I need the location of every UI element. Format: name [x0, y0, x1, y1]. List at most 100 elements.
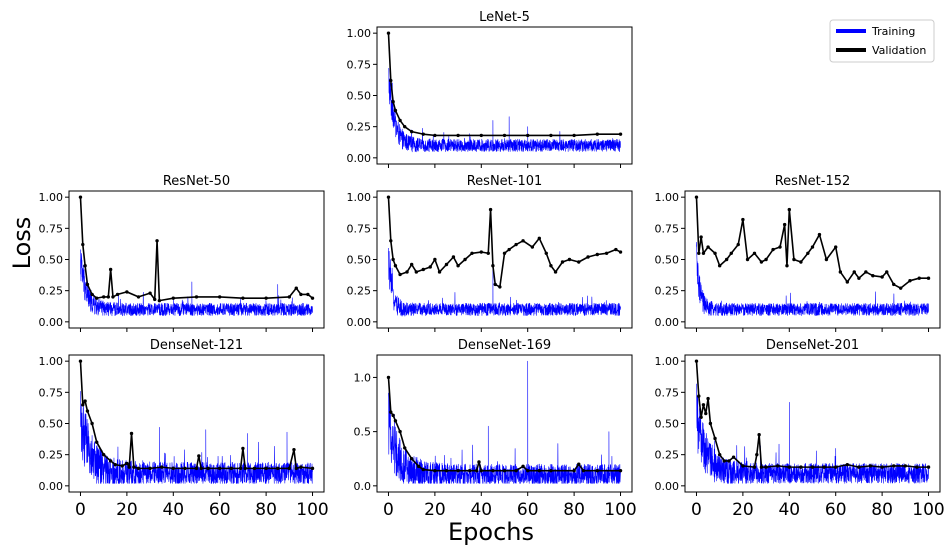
validation-point	[456, 468, 460, 473]
validation-point	[206, 466, 210, 471]
validation-point	[120, 464, 124, 468]
validation-point	[159, 465, 164, 469]
x-tick-label: 0	[75, 500, 86, 520]
validation-point	[845, 280, 850, 284]
x-tick-label: 80	[871, 500, 893, 520]
series-validation-resnet-152	[695, 197, 929, 289]
validation-point	[782, 222, 787, 227]
validation-point	[706, 396, 710, 401]
validation-point	[78, 359, 83, 363]
validation-point	[926, 465, 931, 469]
subplot-resnet-50: ResNet-50 0.00 0.25 0.50 0.75 1.00	[39, 174, 325, 332]
validation-point	[229, 466, 234, 471]
validation-point	[197, 454, 201, 458]
validation-point	[908, 278, 912, 283]
validation-point	[852, 270, 856, 274]
validation-point	[618, 132, 623, 136]
validation-point	[474, 468, 479, 473]
y-axis-label: Loss	[8, 217, 36, 270]
validation-point	[871, 274, 875, 278]
validation-point	[799, 260, 803, 264]
validation-point	[736, 242, 740, 247]
validation-point	[252, 466, 257, 471]
validation-point	[806, 251, 810, 255]
validation-point	[108, 459, 113, 463]
y-tick-label: 0.75	[655, 222, 680, 235]
validation-point	[310, 466, 315, 471]
subplot-title-lenet-5: LeNet-5	[479, 10, 530, 25]
validation-point	[618, 468, 623, 473]
validation-point	[577, 260, 581, 264]
y-tick-label: 0.50	[655, 418, 680, 431]
validation-point	[521, 239, 525, 243]
validation-point	[880, 465, 884, 469]
validation-point	[421, 267, 425, 272]
validation-point	[386, 31, 391, 35]
validation-point	[699, 415, 703, 419]
validation-point	[294, 286, 298, 290]
validation-point	[595, 468, 600, 473]
validation-point	[403, 124, 407, 129]
validation-point	[745, 257, 750, 262]
y-tick-label: 0.00	[39, 316, 64, 329]
validation-point	[488, 207, 493, 212]
validation-point	[713, 436, 717, 441]
validation-point	[241, 446, 245, 451]
validation-point	[194, 466, 199, 471]
validation-point	[90, 292, 94, 297]
validation-point	[498, 285, 502, 289]
validation-point	[544, 251, 548, 255]
validation-point	[713, 251, 717, 255]
y-tick-label: 0.0	[354, 480, 372, 493]
validation-point	[85, 409, 90, 413]
validation-point	[537, 236, 542, 241]
validation-point	[389, 239, 393, 243]
validation-point	[581, 468, 586, 473]
validation-point	[416, 464, 421, 469]
series-validation-resnet-101	[387, 197, 621, 288]
series-training-resnet-101	[388, 247, 621, 317]
validation-point	[759, 465, 764, 469]
validation-point	[125, 290, 129, 294]
x-tick-label: 80	[255, 500, 277, 520]
validation-point	[595, 252, 600, 257]
subplot-title-resnet-101: ResNet-101	[467, 174, 543, 189]
validation-point	[572, 468, 576, 473]
y-tick-label: 0.50	[655, 254, 680, 267]
x-tick-label: 100	[912, 500, 944, 520]
validation-point	[880, 275, 884, 279]
validation-point	[567, 257, 572, 262]
validation-point	[898, 286, 903, 290]
x-tick-label: 40	[162, 500, 184, 520]
validation-point	[792, 257, 796, 262]
validation-point	[764, 257, 768, 262]
validation-point	[433, 133, 437, 138]
validation-point	[127, 465, 131, 469]
validation-point	[697, 251, 701, 255]
validation-point	[398, 272, 402, 277]
validation-point	[752, 465, 757, 469]
subplot-title-resnet-50: ResNet-50	[163, 174, 230, 189]
series-validation-densenet-121	[79, 361, 313, 470]
series-training-densenet-201	[696, 383, 929, 484]
validation-point	[757, 433, 761, 437]
validation-point	[701, 403, 706, 407]
y-tick-label: 0.50	[347, 90, 372, 103]
validation-point	[903, 464, 908, 468]
validation-point	[549, 468, 553, 473]
validation-point	[391, 100, 395, 104]
validation-point	[95, 296, 99, 300]
validation-point	[264, 466, 268, 471]
validation-point	[486, 251, 490, 255]
validation-point	[409, 457, 414, 461]
validation-point	[586, 255, 590, 259]
subplot-resnet-152: ResNet-152 0.00 0.25 0.50 0.75 1.00	[655, 174, 941, 332]
y-tick-label: 0.25	[655, 285, 680, 298]
subplot-grid: LeNet-50.000.250.500.751.00ResNet-500.00…	[39, 10, 945, 520]
validation-point	[183, 466, 187, 471]
validation-point	[81, 403, 85, 407]
x-tick-label: 100	[604, 500, 636, 520]
validation-point	[706, 245, 710, 249]
validation-point	[444, 262, 449, 267]
plot-area-lenet-5	[386, 31, 623, 153]
